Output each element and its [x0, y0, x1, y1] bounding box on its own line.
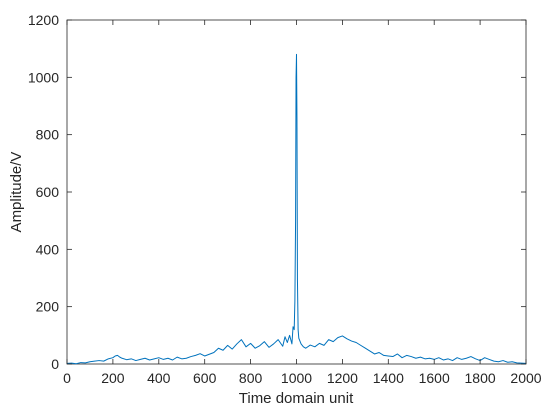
- y-tick-label: 0: [51, 356, 59, 372]
- x-tick-label: 1000: [281, 370, 312, 386]
- x-tick-label: 1800: [465, 370, 496, 386]
- y-tick-label: 600: [36, 184, 60, 200]
- y-tick-label: 400: [36, 241, 60, 257]
- x-tick-label: 1200: [327, 370, 358, 386]
- y-tick-label: 800: [36, 127, 60, 143]
- x-tick-label: 600: [193, 370, 217, 386]
- y-axis-title: Amplitude/V: [8, 152, 25, 233]
- y-tick-label: 200: [36, 299, 60, 315]
- x-tick-label: 2000: [510, 370, 541, 386]
- y-tick-label: 1200: [28, 12, 59, 28]
- x-axis-title: Time domain unit: [239, 390, 354, 407]
- x-tick-label: 400: [147, 370, 171, 386]
- x-tick-label: 1400: [373, 370, 404, 386]
- y-tick-label: 1000: [28, 69, 59, 85]
- x-tick-label: 0: [63, 370, 71, 386]
- data-layer: [66, 53, 527, 365]
- x-tick-label: 1600: [419, 370, 450, 386]
- x-tick-label: 200: [101, 370, 125, 386]
- y-axis-ticks: 0 200 400 600 800 1000 1200: [28, 12, 526, 372]
- x-tick-label: 800: [239, 370, 263, 386]
- series-line: [66, 53, 527, 365]
- x-axis-ticks: 0 200 400 600 800 1000 1200 1400 1600 1800 2000: [63, 20, 542, 386]
